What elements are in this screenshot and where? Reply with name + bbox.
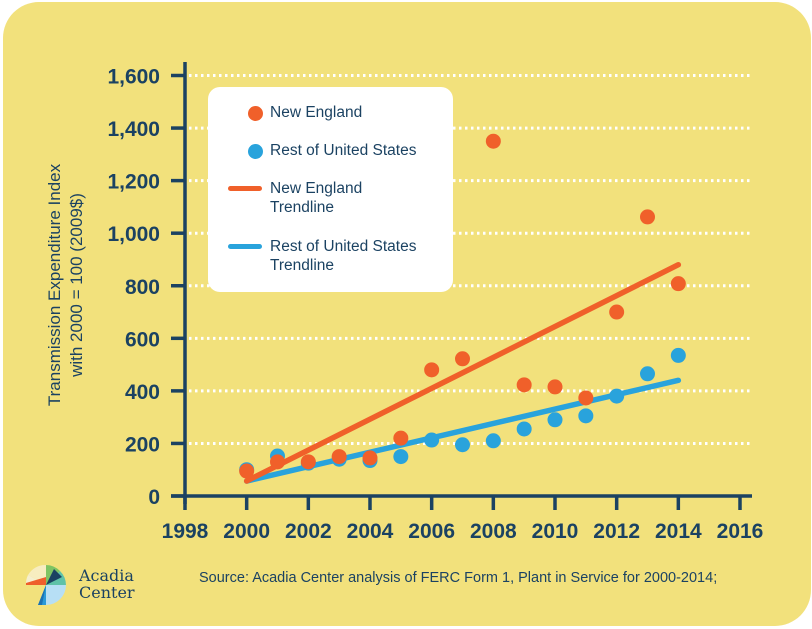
y-tick-label: 600 <box>125 328 160 351</box>
logo-name-line2: Center <box>79 583 135 602</box>
new-england-point <box>300 454 316 470</box>
new-england-point <box>239 463 255 479</box>
new-england-point <box>270 454 285 470</box>
legend-dot-rest-of-us <box>248 144 263 159</box>
legend-label-line1: Rest of United States <box>270 238 417 255</box>
x-tick-label: 2002 <box>285 520 332 543</box>
y-tick-label: 200 <box>125 433 160 456</box>
new-england-point <box>424 362 440 378</box>
y-tick-label: 1,000 <box>107 223 160 246</box>
x-tick-label: 2008 <box>470 520 517 543</box>
source-note: Source: Acadia Center analysis of FERC F… <box>199 570 718 586</box>
new-england-point <box>547 379 563 395</box>
x-tick-label: 1998 <box>162 520 209 543</box>
legend-label-line1: New England <box>270 180 363 197</box>
y-tick-label: 1,400 <box>107 118 160 141</box>
x-ticks: 1998 2000 2002 2004 2006 2008 2010 2012 2014 2016 <box>162 496 764 543</box>
rest-of-united-states-point <box>455 437 470 453</box>
new-england-point <box>516 377 532 393</box>
x-tick-label: 2004 <box>347 520 394 543</box>
new-england-point <box>455 351 470 367</box>
new-england-point <box>485 133 501 149</box>
x-tick-label: 2016 <box>717 520 764 543</box>
axes <box>171 62 752 504</box>
rest-of-united-states-point <box>485 433 501 449</box>
y-tick-label: 1,600 <box>107 66 160 89</box>
legend-dot-new-england <box>248 106 263 121</box>
y-axis-title-group: Transmission Expenditure Index with 2000 … <box>45 163 86 406</box>
new-england-trendline <box>243 261 682 484</box>
legend-label-line2: Trendline <box>270 199 335 216</box>
rest-of-united-states-point <box>609 388 625 404</box>
rest-of-united-states-point <box>547 412 563 428</box>
rest-of-united-states-point <box>393 449 409 465</box>
rest-of-united-states-trendline <box>243 377 682 484</box>
logo-name-line1: Acadia <box>79 566 134 585</box>
new-england-point <box>640 209 655 225</box>
logo-text: Acadia Center <box>79 567 135 601</box>
y-tick-label: 400 <box>125 381 160 404</box>
legend-label-new-england: New England <box>270 104 363 121</box>
legend-label-rest-of-us-trendline: Rest of United States Trendline <box>270 237 416 275</box>
new-england-point <box>331 449 347 465</box>
new-england-point <box>670 276 686 292</box>
rest-of-united-states-point <box>516 421 532 437</box>
rest-of-united-states-point <box>424 432 440 448</box>
new-england-point <box>609 304 625 320</box>
data-marks <box>239 133 686 484</box>
legend-label-rest-of-us: Rest of United States <box>270 142 417 159</box>
y-tick-label: 1,200 <box>107 171 160 194</box>
new-england-point <box>578 390 594 406</box>
x-tick-label: 2000 <box>223 520 270 543</box>
rest-of-united-states-point <box>640 366 655 382</box>
y-axis-title: Transmission Expenditure Index with 2000 … <box>45 163 86 406</box>
y-axis-title-line: with 2000 = 100 (2009$) <box>67 193 86 378</box>
x-tick-label: 2010 <box>532 520 579 543</box>
legend-line-new-england-trendline <box>228 186 262 191</box>
new-england-point <box>393 430 409 446</box>
x-tick-label: 2014 <box>655 520 702 543</box>
y-tick-label: 0 <box>148 486 160 509</box>
legend-line-rest-of-us-trendline <box>228 244 262 249</box>
x-tick-label: 2006 <box>408 520 455 543</box>
legend: New England Rest of United States New En… <box>208 87 453 292</box>
rest-of-united-states-point <box>670 347 686 363</box>
legend-label-line2: Trendline <box>270 257 335 274</box>
rest-of-united-states-point <box>578 408 594 424</box>
gridlines <box>189 74 753 445</box>
x-tick-label: 2012 <box>593 520 640 543</box>
y-ticks: 0 200 400 600 800 1,000 1,200 1,400 1,600 <box>107 66 185 509</box>
y-axis-title-line: Transmission Expenditure Index <box>45 163 64 406</box>
new-england-point <box>362 450 378 466</box>
legend-label-new-england-trendline: New England Trendline <box>270 179 362 217</box>
y-tick-label: 800 <box>125 276 160 299</box>
acadia-center-logo-icon <box>25 564 66 605</box>
